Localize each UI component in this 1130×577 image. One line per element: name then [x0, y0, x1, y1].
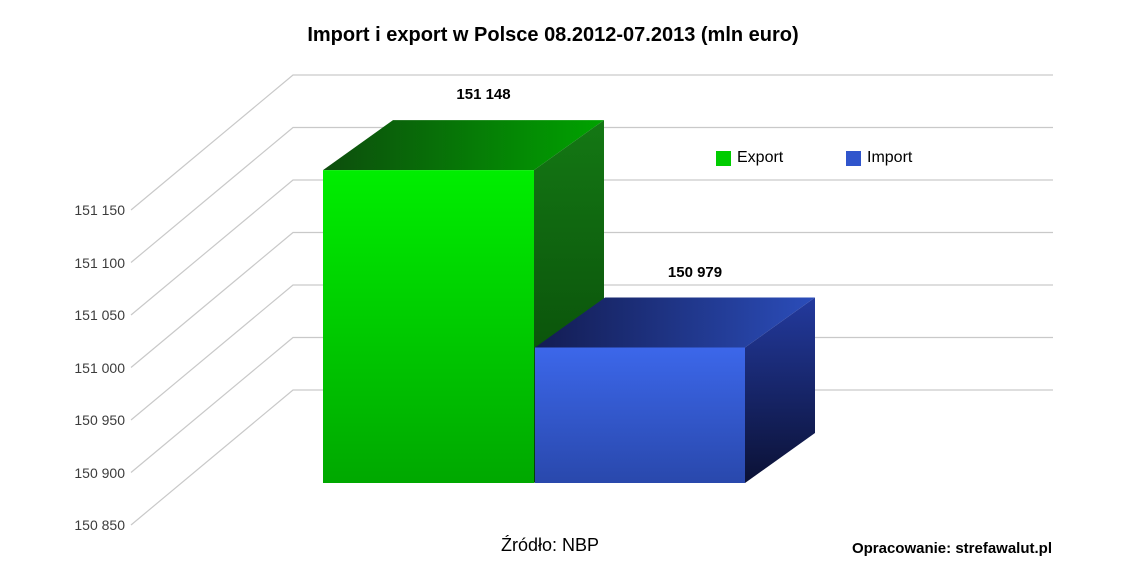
source-note: Źródło: NBP: [500, 535, 600, 555]
import-bar-side: [745, 297, 815, 483]
credit-note: Opracowanie: strefawalut.pl: [851, 540, 1052, 557]
gridline: [130, 74, 1053, 211]
y-axis-tick-label: 150 950: [74, 412, 125, 428]
legend-item-export: Export: [716, 149, 783, 167]
bars: [323, 120, 815, 483]
chart-title: Import i export w Polsce 08.2012-07.2013…: [307, 24, 799, 46]
y-axis-tick-label: 151 050: [74, 307, 125, 323]
export-bar-front: [323, 170, 534, 483]
y-axis-tick-label: 151 000: [74, 359, 125, 376]
export-value-label: 151 148: [456, 86, 511, 104]
gridline: [130, 126, 1053, 263]
gridline: [130, 179, 1053, 316]
import-bar-front: [535, 347, 745, 483]
gridlines: [130, 74, 1053, 526]
export-bar-top: [323, 120, 604, 171]
y-axis-tick-label: 151 100: [74, 254, 125, 271]
legend-label-import: Import: [867, 149, 913, 166]
gridline: [130, 231, 1053, 368]
import-legend-swatch-icon: [846, 150, 861, 166]
import-bar-top: [535, 297, 815, 348]
legend-label-export: Export: [737, 149, 784, 166]
y-axis-tick-label: 150 850: [74, 517, 125, 533]
import-value-label: 150 979: [667, 263, 723, 281]
legend-item-import: Import: [846, 149, 912, 167]
export-legend-swatch-icon: [716, 150, 731, 166]
y-axis-tick-label: 151 150: [74, 202, 125, 218]
gridline: [130, 284, 1053, 421]
y-axis-tick-label: 150 900: [74, 464, 125, 481]
